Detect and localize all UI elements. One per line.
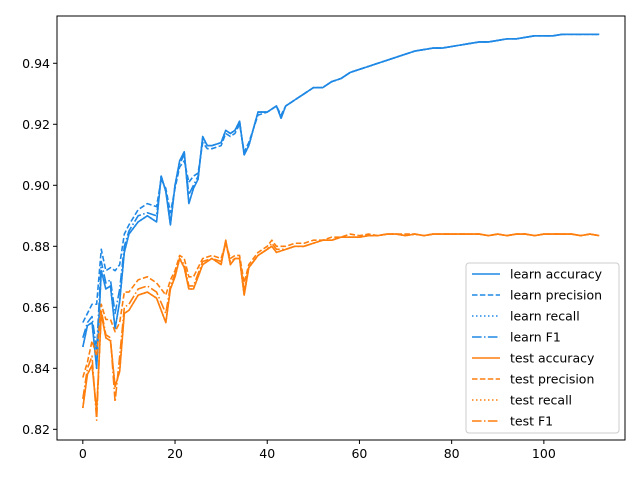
y-tick-label: 0.86 bbox=[22, 300, 50, 315]
legend-label: learn recall bbox=[510, 309, 580, 324]
legend-label: test precision bbox=[510, 372, 594, 387]
x-tick-label: 100 bbox=[532, 446, 556, 461]
series-line-learn-precision bbox=[82, 33, 600, 323]
legend-label: learn F1 bbox=[510, 330, 561, 345]
legend-label: test F1 bbox=[510, 414, 553, 429]
y-axis: 0.82 0.84 0.86 0.88 0.90 0.92 0.94 bbox=[22, 56, 57, 437]
y-tick-label: 0.88 bbox=[22, 239, 50, 254]
legend-label: learn precision bbox=[510, 288, 602, 303]
plot-frame bbox=[56, 15, 626, 441]
y-tick-label: 0.82 bbox=[22, 422, 50, 437]
y-tick-label: 0.84 bbox=[22, 361, 50, 376]
x-tick-label: 0 bbox=[79, 446, 87, 461]
x-tick-label: 40 bbox=[259, 446, 275, 461]
legend-label: test recall bbox=[510, 393, 572, 408]
x-tick-label: 20 bbox=[167, 446, 183, 461]
legend-label: learn accuracy bbox=[510, 267, 603, 282]
y-tick-label: 0.92 bbox=[22, 117, 50, 132]
legend: learn accuracy learn precision learn recal… bbox=[465, 262, 620, 434]
x-tick-label: 60 bbox=[351, 446, 367, 461]
x-tick-label: 80 bbox=[444, 446, 460, 461]
series-line-learn-recall bbox=[82, 33, 600, 370]
y-tick-label: 0.90 bbox=[22, 178, 50, 193]
x-axis: 0 20 40 60 80 100 bbox=[79, 440, 556, 461]
y-tick-label: 0.94 bbox=[22, 56, 50, 71]
series-layer bbox=[82, 33, 600, 421]
legend-box bbox=[465, 262, 620, 434]
legend-label: test accuracy bbox=[510, 351, 595, 366]
series-line-test-f1 bbox=[82, 233, 600, 421]
